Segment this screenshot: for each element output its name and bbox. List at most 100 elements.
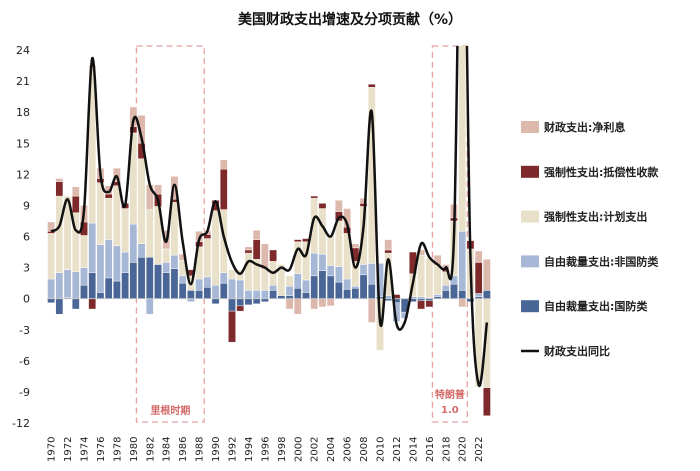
bar-segment — [113, 185, 121, 247]
bar-segment — [211, 210, 220, 286]
y-tick-label: 15 — [16, 137, 30, 150]
bar-segment — [310, 298, 319, 310]
bar-segment — [269, 290, 277, 299]
bar-segment — [228, 310, 236, 343]
bar-segment — [474, 293, 483, 297]
bar-segment — [269, 284, 277, 291]
bar-segment — [154, 264, 162, 299]
x-tick-label: 1972 — [63, 437, 74, 462]
y-tick-label: -3 — [19, 324, 30, 337]
bar-segment — [104, 277, 113, 299]
bar-segment — [244, 252, 253, 291]
bar-segment — [458, 231, 467, 291]
bar-segment — [384, 249, 393, 254]
x-tick-label: 1992 — [228, 437, 239, 462]
bar-segment — [219, 159, 228, 170]
legend-swatch — [521, 165, 539, 178]
annotation-label: 里根时期 — [150, 404, 190, 417]
x-tick-label: 1990 — [211, 437, 222, 462]
bar-segment — [170, 202, 179, 256]
x-tick-label: 2022 — [474, 437, 485, 462]
bar-segment — [351, 286, 360, 289]
bar-segment — [104, 197, 113, 240]
x-tick-label: 1998 — [277, 437, 288, 462]
bar-segment — [384, 239, 393, 251]
bar-segment — [483, 387, 491, 416]
bar-segment — [88, 272, 97, 299]
legend-swatch — [521, 300, 539, 313]
bar-segment — [318, 298, 327, 308]
x-tick-label: 2020 — [458, 437, 469, 462]
bar-segment — [302, 279, 310, 293]
bar-segment — [121, 251, 129, 273]
bar-segment — [335, 266, 343, 283]
bar-segment — [285, 275, 294, 287]
series-line — [50, 46, 489, 388]
bar-segment — [367, 298, 376, 323]
x-tick-label: 1980 — [129, 437, 140, 462]
bar-segment — [252, 239, 261, 260]
legend-label: 自由裁量支出:非国防类 — [544, 254, 659, 268]
bar-segment — [351, 288, 360, 299]
x-tick-label: 1994 — [244, 437, 255, 462]
bar-segment — [162, 262, 171, 273]
legend-swatch — [521, 121, 539, 133]
bar-segment — [187, 290, 195, 299]
bar-segment — [113, 280, 121, 299]
bar-segment — [55, 272, 64, 299]
bar-segment — [293, 298, 302, 315]
bar-segment — [236, 305, 245, 312]
bar-segment — [113, 245, 121, 282]
x-tick-label: 1984 — [162, 437, 173, 462]
bar-segment — [88, 222, 97, 273]
bar-segment — [261, 298, 269, 302]
bar-segment — [145, 257, 154, 299]
bar-segment — [367, 263, 376, 285]
chart-title: 美国财政支出增速及分项贡献（%） — [238, 11, 462, 28]
x-tick-label: 2012 — [392, 437, 403, 462]
bar-segment — [326, 235, 335, 266]
bar-segment — [425, 258, 434, 298]
bar-segment — [318, 203, 327, 209]
bar-segment — [417, 300, 425, 310]
bar-segment — [441, 284, 450, 291]
x-tick-label: 2002 — [310, 437, 321, 462]
bar-segment — [47, 298, 55, 304]
bar-segment — [359, 274, 368, 299]
bar-segment — [335, 220, 343, 267]
bar-segment — [450, 283, 458, 299]
y-tick-label: -6 — [19, 355, 30, 368]
bar-segment — [121, 208, 129, 253]
bar-segment — [121, 272, 129, 299]
annotation-label: 特朗普 — [435, 388, 465, 401]
bar-segment — [236, 298, 245, 307]
x-tick-label: 1974 — [80, 437, 91, 462]
bar-segment — [145, 298, 154, 315]
x-tick-label: 1982 — [145, 437, 156, 462]
legend-label: 强制性支出:抵偿性收款 — [544, 165, 659, 179]
annotation-box — [431, 45, 468, 423]
bar-segment — [326, 265, 335, 277]
bar-segment — [293, 273, 302, 289]
bar-segment — [335, 281, 343, 299]
x-tick-label: 1978 — [112, 437, 123, 462]
bar-segment — [55, 298, 64, 315]
bar-segment — [170, 254, 179, 269]
x-tick-label: 2016 — [425, 437, 436, 462]
bar-segment — [80, 284, 88, 299]
bar-segment — [310, 252, 319, 277]
bar-segment — [71, 298, 80, 310]
y-tick-label: 6 — [23, 231, 30, 244]
bar-segment — [47, 278, 55, 299]
bar-segment — [219, 168, 228, 210]
bar-segment — [261, 269, 269, 291]
bar-segment — [285, 286, 294, 296]
bar-segment — [228, 298, 236, 312]
bar-segment — [458, 298, 467, 308]
x-tick-label: 1976 — [96, 437, 107, 462]
bar-segment — [170, 176, 179, 200]
bar-segment — [129, 223, 138, 263]
bar-segment — [129, 262, 138, 299]
bar-segment — [80, 267, 88, 286]
